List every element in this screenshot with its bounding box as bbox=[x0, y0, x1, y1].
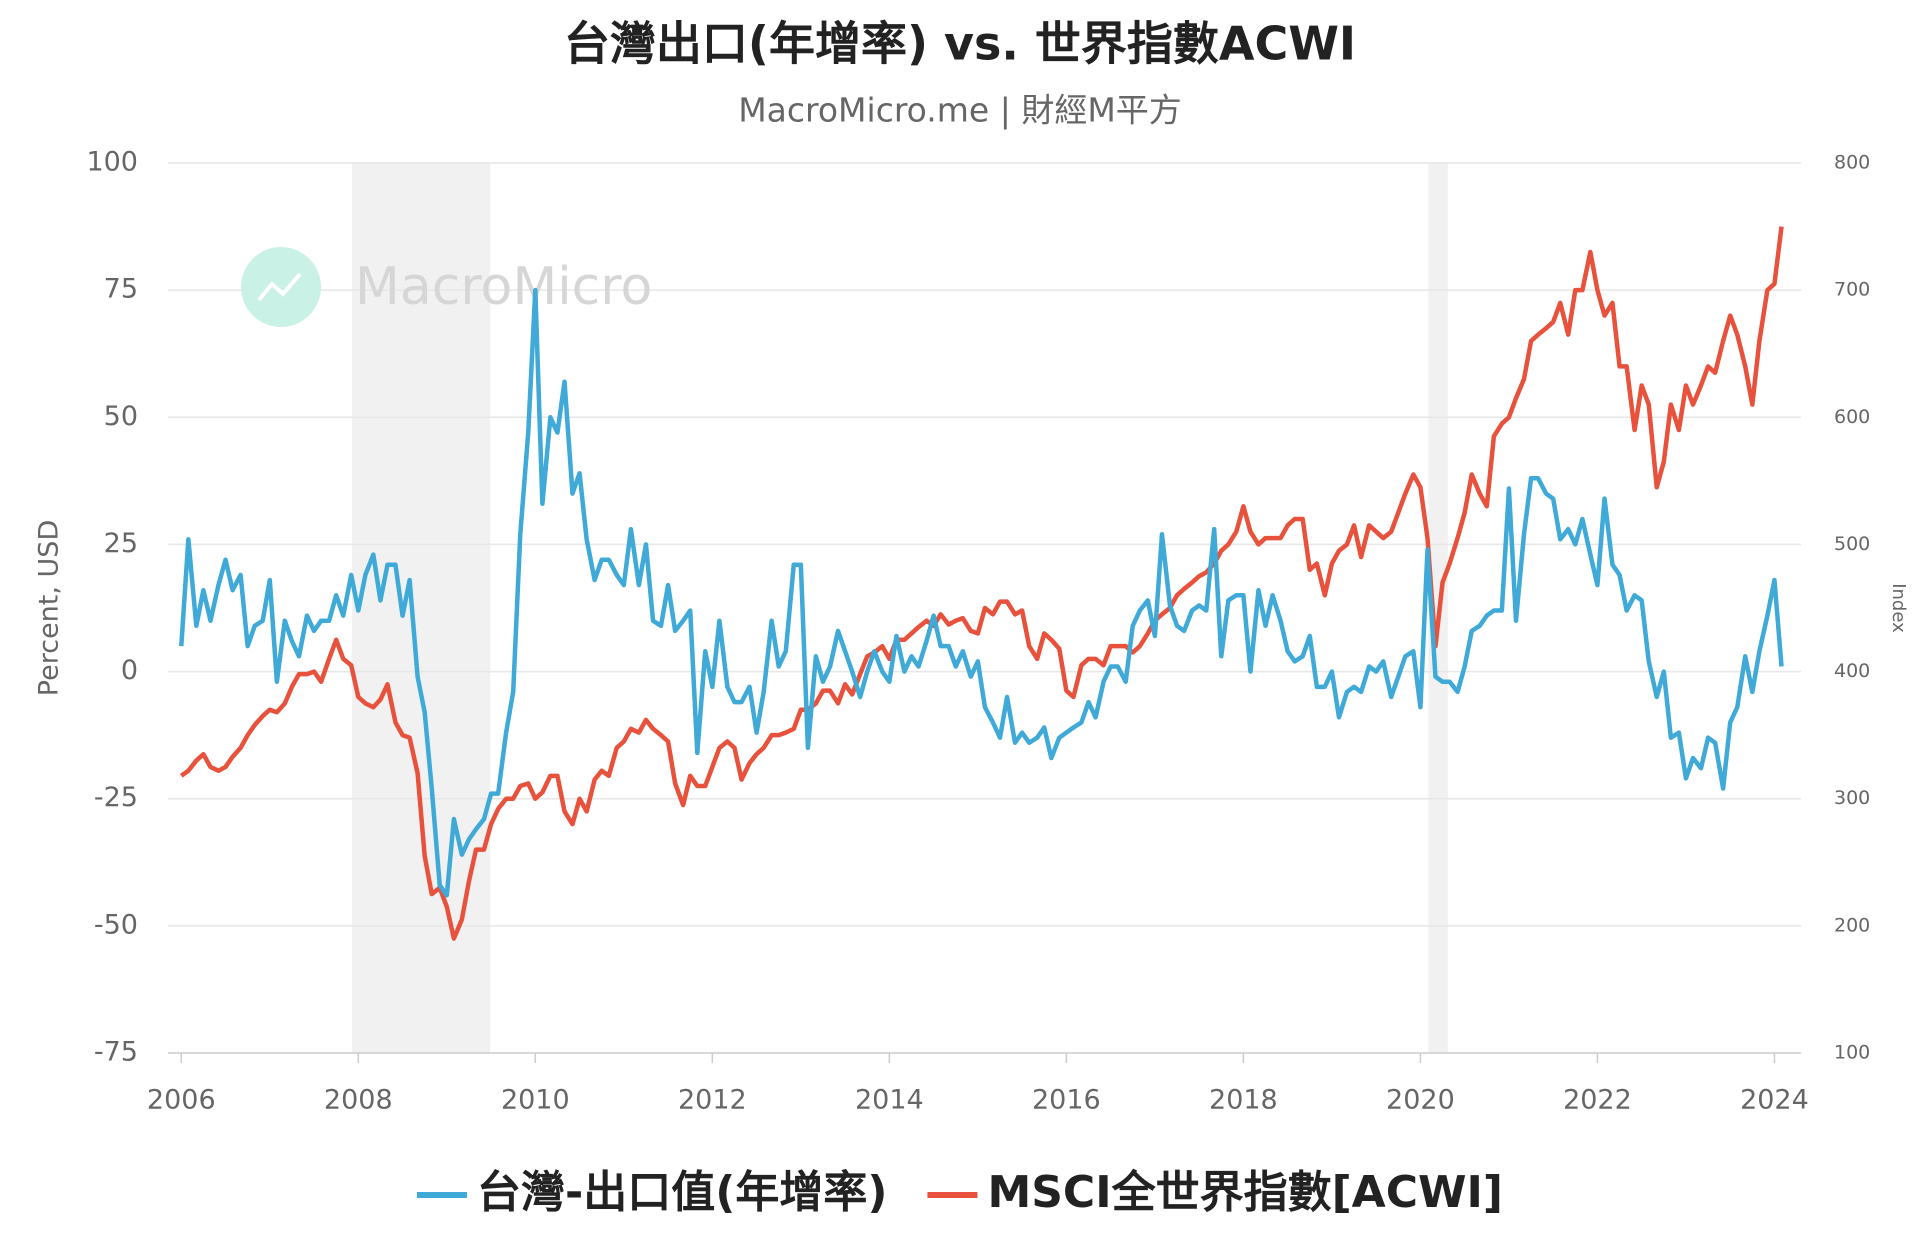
x-tick-label: 2018 bbox=[1209, 1085, 1278, 1116]
x-tick-label: 2012 bbox=[678, 1085, 747, 1116]
watermark-logo bbox=[241, 247, 321, 327]
series-line bbox=[179, 287, 1784, 898]
y-tick-label: 50 bbox=[104, 401, 138, 432]
y-tick-label: 100 bbox=[86, 147, 138, 178]
y-tick-label: 0 bbox=[121, 655, 138, 686]
chart-title: 台灣出口(年增率) vs. 世界指數ACWI bbox=[564, 17, 1356, 71]
y-tick-label: -75 bbox=[94, 1037, 138, 1068]
series-line bbox=[179, 226, 1784, 941]
y-tick-label: -50 bbox=[94, 909, 138, 940]
x-tick-label: 2008 bbox=[324, 1085, 393, 1116]
x-tick-label: 2010 bbox=[501, 1085, 570, 1116]
y2-tick-label: 100 bbox=[1834, 1042, 1870, 1064]
y-tick-label: 75 bbox=[104, 274, 138, 305]
y2-axis-label: Index bbox=[1888, 583, 1909, 633]
y2-tick-label: 500 bbox=[1834, 533, 1870, 555]
y2-tick-label: 600 bbox=[1834, 406, 1870, 428]
legend: 台灣-出口值(年增率) MSCI全世界指數[ACWI] bbox=[416, 1167, 1503, 1218]
watermark-icon bbox=[257, 272, 302, 302]
shaded-range bbox=[352, 163, 491, 1053]
y2-tick-label: 800 bbox=[1834, 152, 1870, 174]
y2-tick-label: 300 bbox=[1834, 787, 1870, 809]
background-layer bbox=[168, 162, 1801, 1054]
y2-tick-label: 200 bbox=[1834, 914, 1870, 936]
legend-label: 台灣-出口值(年增率) bbox=[477, 1167, 887, 1218]
watermark-text: MacroMicro bbox=[355, 257, 652, 317]
chart-subtitle: MacroMicro.me | 財經M平方 bbox=[738, 91, 1182, 130]
y2-tick-label: 700 bbox=[1834, 279, 1870, 301]
x-tick-label: 2006 bbox=[147, 1085, 216, 1116]
y2-tick-label: 400 bbox=[1834, 660, 1870, 682]
x-tick-label: 2022 bbox=[1563, 1085, 1632, 1116]
x-tick-label: 2020 bbox=[1386, 1085, 1455, 1116]
y-axis-label: Percent, USD bbox=[34, 520, 65, 696]
y-tick-label: 25 bbox=[104, 528, 138, 559]
x-tick-label: 2014 bbox=[855, 1085, 924, 1116]
x-tick-label: 2024 bbox=[1740, 1085, 1809, 1116]
y-tick-label: -25 bbox=[94, 782, 138, 813]
x-tick-label: 2016 bbox=[1032, 1085, 1101, 1116]
legend-label: MSCI全世界指數[ACWI] bbox=[987, 1167, 1503, 1218]
